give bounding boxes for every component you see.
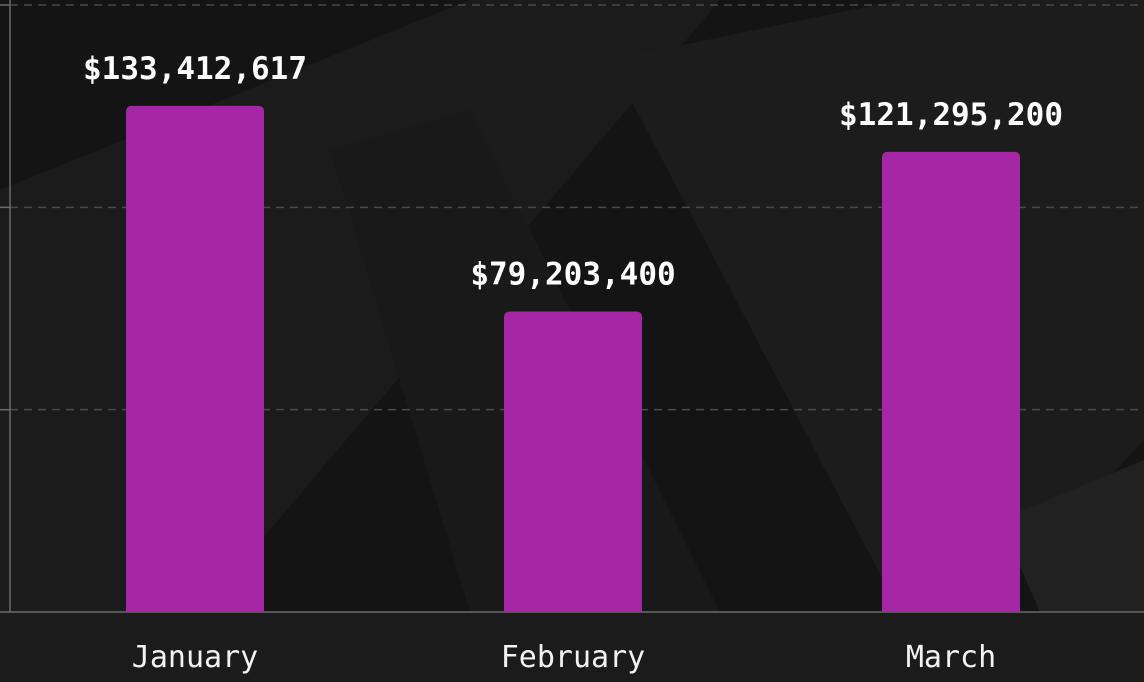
x-tick-labels: January February March <box>132 640 996 675</box>
data-label-february: $79,203,400 <box>470 257 675 293</box>
bars <box>126 105 1020 613</box>
bar-january[interactable] <box>126 105 264 613</box>
background-stripe <box>1000 460 1144 612</box>
x-tick-label-january: January <box>132 640 258 675</box>
data-labels: $133,412,617 $79,203,400 $121,295,200 <box>83 51 1063 293</box>
data-label-march: $121,295,200 <box>839 97 1063 133</box>
x-tick-label-february: February <box>501 640 646 675</box>
x-axis-band <box>0 612 1144 682</box>
bar-march[interactable] <box>882 151 1020 612</box>
bar-february[interactable] <box>504 311 642 612</box>
x-tick-label-march: March <box>906 640 996 675</box>
data-label-january: $133,412,617 <box>83 51 307 87</box>
